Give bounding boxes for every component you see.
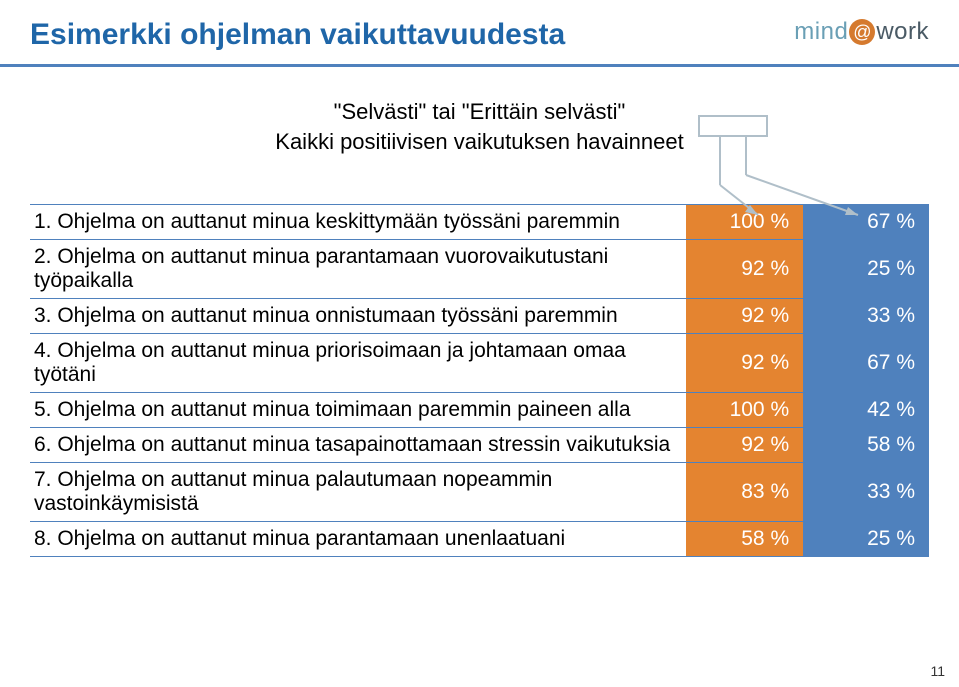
question-cell: 1. Ohjelma on auttanut minua keskittymää… (30, 205, 686, 240)
table-row: 2. Ohjelma on auttanut minua parantamaan… (30, 240, 929, 299)
value1-cell: 92 % (686, 334, 803, 393)
at-icon: @ (849, 19, 875, 45)
value2-cell: 25 % (803, 240, 929, 299)
question-cell: 7. Ohjelma on auttanut minua palautumaan… (30, 463, 686, 522)
table-row: 5. Ohjelma on auttanut minua toimimaan p… (30, 393, 929, 428)
question-cell: 2. Ohjelma on auttanut minua parantamaan… (30, 240, 686, 299)
value1-cell: 92 % (686, 240, 803, 299)
table-row: 7. Ohjelma on auttanut minua palautumaan… (30, 463, 929, 522)
page-title: Esimerkki ohjelman vaikuttavuudesta (30, 18, 565, 52)
callout-lines-icon (698, 135, 878, 225)
value1-cell: 92 % (686, 299, 803, 334)
table-row: 8. Ohjelma on auttanut minua parantamaan… (30, 522, 929, 557)
value2-cell: 58 % (803, 428, 929, 463)
question-cell: 8. Ohjelma on auttanut minua parantamaan… (30, 522, 686, 557)
logo: mind @ work (794, 18, 929, 46)
question-cell: 6. Ohjelma on auttanut minua tasapainott… (30, 428, 686, 463)
value2-cell: 67 % (803, 334, 929, 393)
title-bar: Esimerkki ohjelman vaikuttavuudesta mind… (0, 0, 959, 67)
value2-cell: 33 % (803, 463, 929, 522)
value1-cell: 58 % (686, 522, 803, 557)
results-table: 1. Ohjelma on auttanut minua keskittymää… (30, 204, 929, 557)
table-row: 4. Ohjelma on auttanut minua priorisoima… (30, 334, 929, 393)
value1-cell: 92 % (686, 428, 803, 463)
value2-cell: 25 % (803, 522, 929, 557)
question-cell: 4. Ohjelma on auttanut minua priorisoima… (30, 334, 686, 393)
value2-cell: 33 % (803, 299, 929, 334)
page-number: 11 (930, 663, 945, 679)
subtitle-line1: "Selvästi" tai "Erittäin selvästi" (0, 97, 959, 127)
value1-cell: 83 % (686, 463, 803, 522)
value2-cell: 42 % (803, 393, 929, 428)
callout-box-icon (698, 115, 768, 137)
table-row: 6. Ohjelma on auttanut minua tasapainott… (30, 428, 929, 463)
value1-cell: 100 % (686, 393, 803, 428)
question-cell: 3. Ohjelma on auttanut minua onnistumaan… (30, 299, 686, 334)
table-row: 3. Ohjelma on auttanut minua onnistumaan… (30, 299, 929, 334)
logo-left: mind (794, 18, 848, 46)
callout (698, 115, 768, 137)
logo-right: work (876, 18, 929, 46)
question-cell: 5. Ohjelma on auttanut minua toimimaan p… (30, 393, 686, 428)
